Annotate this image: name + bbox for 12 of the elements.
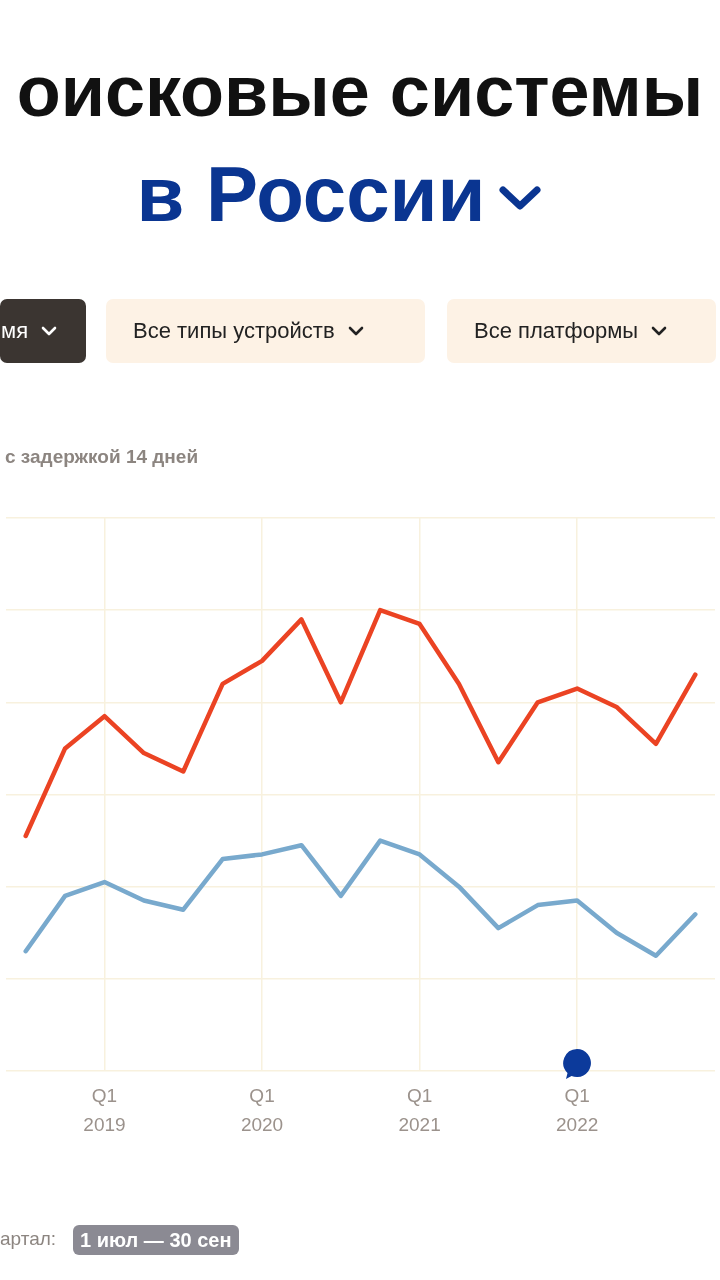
chart-subtitle: в России: [136, 149, 486, 239]
x-tick-label: Q1 2019: [83, 1085, 126, 1135]
text: с задержкой 14 дней: [5, 446, 199, 468]
dropdown-button[interactable]: мя: [0, 299, 86, 363]
x-tick-label: Q1 2020: [240, 1085, 284, 1135]
text: артал:: [0, 1228, 57, 1250]
dropdown-button[interactable]: Все типы устройств: [106, 299, 425, 363]
x-tick-label: Q1 2022: [556, 1085, 599, 1135]
x-tick-label: Q1 2021: [398, 1085, 441, 1135]
date-badge: 1 июл — 30 сен: [73, 1225, 239, 1255]
dropdown-button[interactable]: Все платформы: [447, 299, 716, 363]
chart-title: оисковые системы: [15, 50, 705, 133]
